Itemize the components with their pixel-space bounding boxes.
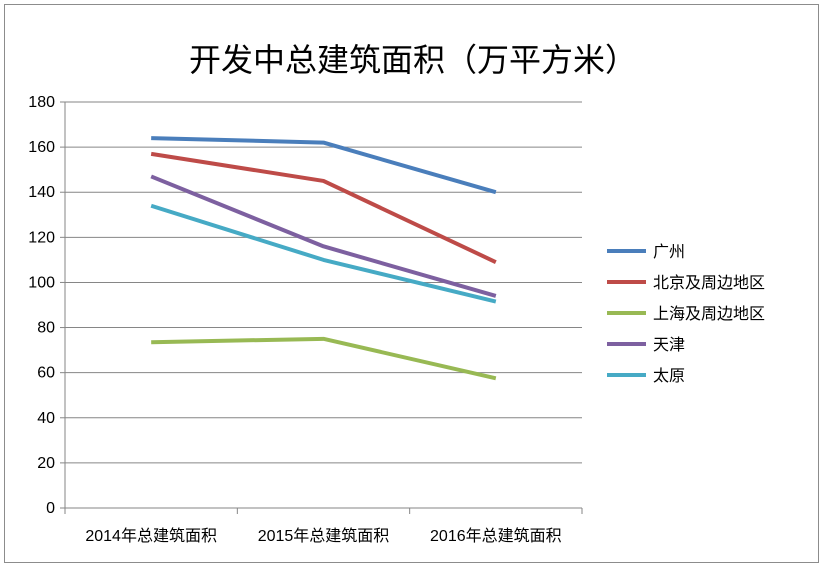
legend-label: 北京及周边地区 (653, 274, 765, 292)
series-line-2 (150, 151, 497, 264)
y-tick-label: 60 (37, 365, 55, 382)
legend-label: 太原 (653, 367, 685, 385)
y-tick-label: 140 (28, 184, 55, 201)
gridlines (65, 101, 582, 464)
chart-title: 开发中总建筑面积（万平方米） (189, 41, 637, 79)
y-tick-label: 180 (28, 94, 55, 111)
series-line-1 (151, 136, 497, 195)
legend-label: 天津 (653, 336, 685, 354)
y-tick-label: 160 (28, 139, 55, 156)
y-tick-label: 80 (37, 320, 55, 337)
legend-label: 广州 (653, 243, 685, 261)
y-tick-label: 100 (28, 274, 55, 291)
legend-label: 上海及周边地区 (653, 305, 765, 323)
series-line-4 (150, 174, 497, 298)
series-lines (150, 136, 497, 381)
y-tick-label: 120 (28, 229, 55, 246)
line-chart: 开发中总建筑面积（万平方米） 0 20 40 60 80 100 120 140 160 180 2… (28, 41, 765, 545)
chart-frame: 开发中总建筑面积（万平方米） 0 20 40 60 80 100 120 140 160 180 2… (4, 4, 819, 563)
series-line-3 (151, 336, 497, 381)
y-tick-label: 0 (46, 500, 55, 517)
y-tick-label: 20 (37, 455, 55, 472)
x-tick-label: 2015年总建筑面积 (258, 527, 390, 545)
axes: 0 20 40 60 80 100 120 140 160 180 2014年总建筑面积 2015年总… (28, 94, 583, 545)
x-tick-label: 2014年总建筑面积 (85, 527, 217, 545)
x-tick-label: 2016年总建筑面积 (430, 527, 562, 545)
y-tick-label: 40 (37, 410, 55, 427)
series-line-5 (150, 203, 497, 304)
